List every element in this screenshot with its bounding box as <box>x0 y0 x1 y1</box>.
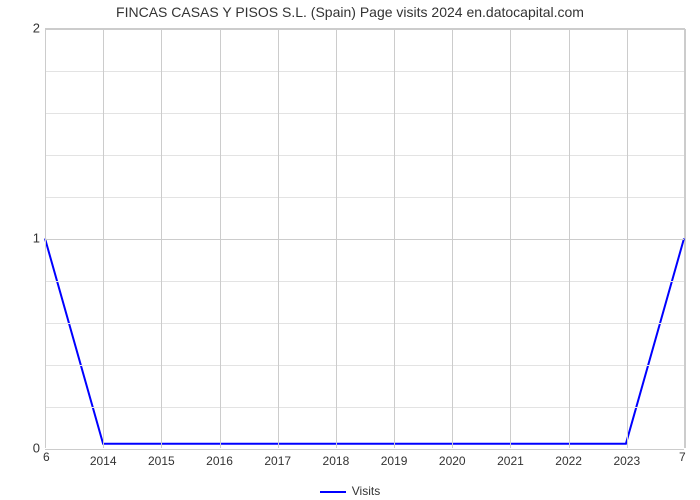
gridline-v <box>336 29 337 448</box>
gridline-h-minor <box>45 113 684 114</box>
gridline-v <box>220 29 221 448</box>
gridline-h-minor <box>45 155 684 156</box>
gridline-v <box>394 29 395 448</box>
gridline-v <box>278 29 279 448</box>
x-tick-label: 2017 <box>264 454 291 468</box>
gridline-v <box>452 29 453 448</box>
gridline-v <box>510 29 511 448</box>
legend-line <box>320 491 346 493</box>
gridline-h-minor <box>45 323 684 324</box>
legend-label: Visits <box>352 484 380 498</box>
x-tick-label: 2016 <box>206 454 233 468</box>
x-tick-label: 2020 <box>439 454 466 468</box>
gridline-v <box>103 29 104 448</box>
x-tick-label: 2019 <box>381 454 408 468</box>
y-tick-label: 2 <box>10 21 40 36</box>
legend: Visits <box>0 484 700 498</box>
gridline-v <box>685 29 686 448</box>
gridline-h-minor <box>45 365 684 366</box>
x-tick-label: 2023 <box>613 454 640 468</box>
gridline-h-minor <box>45 197 684 198</box>
x-tick-label: 2014 <box>90 454 117 468</box>
gridline-h-minor <box>45 281 684 282</box>
gridline-h-minor <box>45 407 684 408</box>
gridline-h-minor <box>45 71 684 72</box>
gridline-h-major <box>45 29 684 30</box>
gridline-v <box>627 29 628 448</box>
x-tick-label: 2022 <box>555 454 582 468</box>
y-tick-label: 1 <box>10 231 40 246</box>
series-visits-line <box>45 239 684 444</box>
gridline-v <box>569 29 570 448</box>
x-tick-label: 2018 <box>323 454 350 468</box>
y-tick-label: 0 <box>10 441 40 456</box>
x-tick-label: 2021 <box>497 454 524 468</box>
corner-label-left: 6 <box>43 450 50 464</box>
chart-container: FINCAS CASAS Y PISOS S.L. (Spain) Page v… <box>0 0 700 500</box>
x-tick-label: 2015 <box>148 454 175 468</box>
gridline-v <box>45 29 46 448</box>
gridline-v <box>161 29 162 448</box>
gridline-h-major <box>45 239 684 240</box>
gridline-h-major <box>45 449 684 450</box>
chart-title: FINCAS CASAS Y PISOS S.L. (Spain) Page v… <box>0 4 700 20</box>
corner-label-right: 7 <box>679 450 686 464</box>
plot-area <box>45 28 685 448</box>
